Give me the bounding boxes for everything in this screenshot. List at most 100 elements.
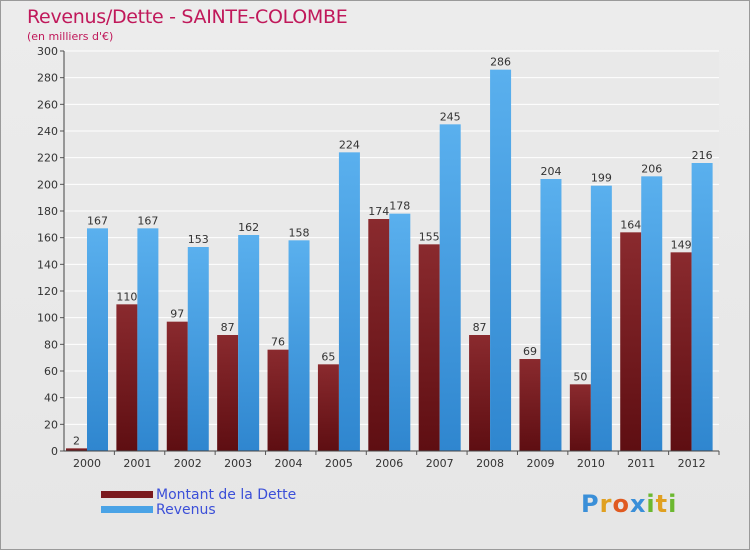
chart-title: Revenus/Dette - SAINTE-COLOMBE xyxy=(27,6,348,28)
data-label-dette: 87 xyxy=(473,321,487,334)
y-tick-label: 200 xyxy=(37,178,58,191)
x-tick-label: 2012 xyxy=(678,457,706,470)
x-tick-label: 2005 xyxy=(325,457,353,470)
bar-dette xyxy=(66,448,87,451)
data-label-dette: 50 xyxy=(573,370,587,383)
data-label-revenus: 206 xyxy=(641,162,662,175)
bar-dette xyxy=(166,321,188,451)
x-tick-label: 2002 xyxy=(174,457,202,470)
proxiti-logo: Proxiti xyxy=(581,490,677,518)
bar-revenus xyxy=(490,69,512,452)
y-tick-label: 60 xyxy=(44,365,58,378)
y-tick-label: 120 xyxy=(37,285,58,298)
data-label-dette: 65 xyxy=(321,350,335,363)
bar-revenus xyxy=(87,228,108,451)
data-label-revenus: 216 xyxy=(692,149,713,162)
legend-label-dette: Montant de la Dette xyxy=(156,486,297,503)
bar-revenus xyxy=(641,176,663,452)
x-tick-label: 2003 xyxy=(224,457,252,470)
bar-dette xyxy=(217,335,239,451)
data-label-dette: 164 xyxy=(620,218,641,231)
data-label-revenus: 158 xyxy=(289,226,310,239)
logo-letter: o xyxy=(612,490,630,518)
y-tick-label: 20 xyxy=(44,418,58,431)
data-label-revenus: 286 xyxy=(490,56,511,69)
y-tick-label: 80 xyxy=(44,338,58,351)
bar-revenus xyxy=(439,124,461,451)
y-tick-label: 140 xyxy=(37,258,58,271)
bar-dette xyxy=(418,244,440,451)
x-tick-label: 2009 xyxy=(526,457,554,470)
data-label-dette: 97 xyxy=(170,308,184,321)
data-label-revenus: 199 xyxy=(591,172,612,185)
data-label-revenus: 224 xyxy=(339,138,360,151)
y-tick-label: 220 xyxy=(37,152,58,165)
data-label-revenus: 167 xyxy=(137,214,158,227)
x-tick-label: 2011 xyxy=(627,457,655,470)
bar-revenus xyxy=(288,240,310,451)
data-label-dette: 110 xyxy=(116,290,137,303)
y-tick-label: 40 xyxy=(44,392,58,405)
data-label-revenus: 178 xyxy=(389,200,410,213)
bar-dette xyxy=(620,232,642,451)
data-label-revenus: 204 xyxy=(540,165,561,178)
data-label-dette: 174 xyxy=(368,205,389,218)
bar-dette xyxy=(116,304,138,451)
x-tick-label: 2001 xyxy=(123,457,151,470)
legend-swatch-revenus xyxy=(101,506,153,513)
data-label-dette: 155 xyxy=(419,230,440,243)
bar-revenus xyxy=(238,235,260,451)
y-tick-label: 0 xyxy=(51,445,58,458)
legend-swatch-dette xyxy=(101,491,153,498)
bar-revenus xyxy=(389,213,411,451)
data-label-revenus: 167 xyxy=(87,214,108,227)
y-tick-label: 280 xyxy=(37,72,58,85)
bar-revenus xyxy=(691,163,713,451)
legend-label-revenus: Revenus xyxy=(156,501,216,518)
data-label-dette: 149 xyxy=(671,238,692,251)
chart-legend: Montant de la Dette Revenus xyxy=(101,486,297,518)
chart-subtitle: (en milliers d'€) xyxy=(27,30,114,43)
y-tick-label: 100 xyxy=(37,312,58,325)
x-tick-label: 2007 xyxy=(426,457,454,470)
y-tick-label: 180 xyxy=(37,205,58,218)
y-tick-label: 160 xyxy=(37,232,58,245)
bar-dette xyxy=(317,364,339,451)
data-label-dette: 2 xyxy=(73,434,80,447)
bar-revenus xyxy=(137,228,159,451)
x-tick-label: 2008 xyxy=(476,457,504,470)
y-tick-label: 240 xyxy=(37,125,58,138)
data-label-revenus: 162 xyxy=(238,221,259,234)
bar-dette xyxy=(569,384,591,451)
logo-letter: i xyxy=(646,490,656,518)
bar-dette xyxy=(519,359,541,451)
logo-letter: i xyxy=(668,490,678,518)
bar-dette xyxy=(267,349,289,451)
x-tick-label: 2004 xyxy=(275,457,303,470)
logo-letter: P xyxy=(581,490,600,518)
data-label-revenus: 153 xyxy=(188,233,209,246)
bar-revenus xyxy=(338,152,360,452)
logo-letter: t xyxy=(655,490,669,518)
legend-item-dette: Montant de la Dette xyxy=(101,486,297,503)
bar-revenus xyxy=(187,247,209,451)
bar-dette xyxy=(670,252,692,451)
bar-dette xyxy=(469,335,491,451)
logo-letter: r xyxy=(599,490,613,518)
data-label-dette: 76 xyxy=(271,336,285,349)
data-label-dette: 87 xyxy=(221,321,235,334)
bar-revenus xyxy=(590,185,612,451)
x-tick-label: 2010 xyxy=(577,457,605,470)
x-tick-label: 2000 xyxy=(73,457,101,470)
y-tick-label: 260 xyxy=(37,98,58,111)
data-label-revenus: 245 xyxy=(440,110,461,123)
legend-item-revenus: Revenus xyxy=(101,501,296,518)
data-label-dette: 69 xyxy=(523,345,537,358)
x-tick-label: 2006 xyxy=(375,457,403,470)
logo-letter: x xyxy=(629,490,647,518)
y-tick-label: 300 xyxy=(37,45,58,58)
bar-revenus xyxy=(540,179,562,451)
bar-dette xyxy=(368,219,390,451)
